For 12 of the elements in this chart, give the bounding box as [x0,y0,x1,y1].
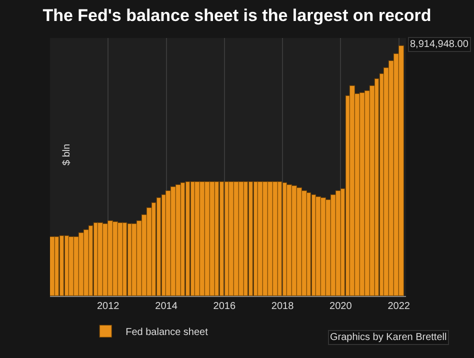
bar [50,236,55,296]
x-tick-label: 2020 [330,301,352,312]
x-tick-label: 2012 [96,301,120,312]
x-tick-label: 2014 [155,301,178,312]
x-tick-label: 2018 [271,301,294,312]
x-tick-label: 2016 [213,301,236,312]
text: 8,914,948.00 [410,39,469,50]
chart-title: The Fed's balance sheet is the largest on record [42,6,432,25]
x-tick-label: 2022 [388,301,410,312]
legend-label: Fed balance sheet [126,327,208,338]
text: Graphics by Karen Brettell [330,332,447,343]
y-axis-title: $ bln [61,144,72,166]
